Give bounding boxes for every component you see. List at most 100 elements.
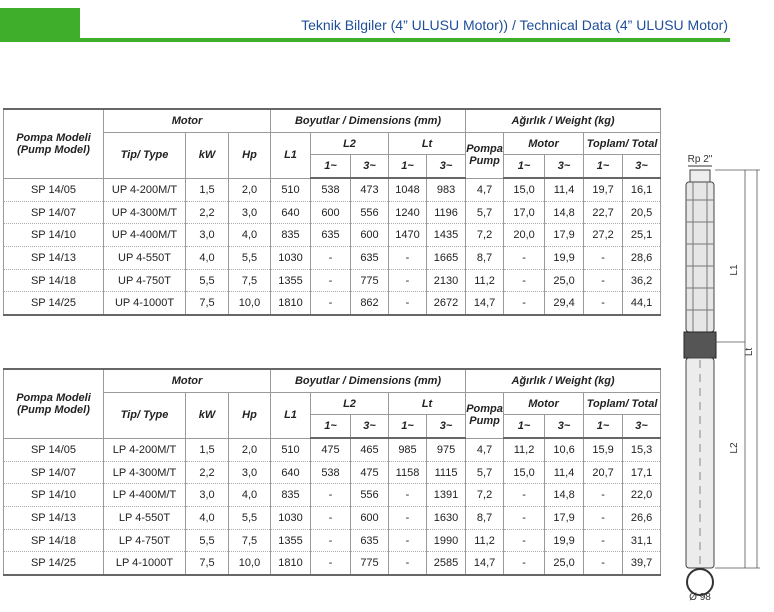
cell: 20,7 bbox=[583, 460, 624, 485]
cell: Motor bbox=[503, 132, 585, 155]
cell: L2 bbox=[310, 392, 389, 415]
cell: 1810 bbox=[270, 551, 311, 577]
cell: 556 bbox=[350, 200, 389, 225]
header-row: Pompa Modeli (Pump Model) Motor Boyutlar / … bbox=[3, 368, 662, 439]
lt-label: Lt bbox=[744, 348, 755, 357]
cell: 510 bbox=[270, 177, 311, 202]
cell: Motor bbox=[103, 368, 271, 393]
cell: 10,0 bbox=[228, 291, 271, 317]
cell: 19,9 bbox=[544, 246, 585, 270]
cell: 635 bbox=[350, 246, 389, 270]
cell: 16,1 bbox=[622, 177, 662, 202]
cell: SP 14/25 bbox=[3, 291, 104, 317]
page-title: Teknik Bilgiler (4” ULUSU Motor)) / Tech… bbox=[301, 17, 728, 33]
cell: - bbox=[388, 291, 427, 317]
data-row: SP 14/05 UP 4-200M/T 1,5 2,0 510 538 473 1048 98… bbox=[3, 177, 662, 202]
cell: 3~ bbox=[425, 154, 467, 179]
cell: LP 4-1000T bbox=[103, 551, 186, 577]
cell: 15,3 bbox=[622, 437, 662, 462]
cell: 1355 bbox=[270, 268, 311, 293]
cell: 775 bbox=[350, 551, 389, 577]
cell: 3,0 bbox=[185, 223, 229, 248]
cell: 7,2 bbox=[465, 483, 505, 508]
cell: 7,5 bbox=[228, 268, 271, 293]
data-row: SP 14/05 LP 4-200M/T 1,5 2,0 510 475 465 985 975… bbox=[3, 437, 662, 462]
cell: 475 bbox=[350, 460, 389, 485]
cell: - bbox=[388, 268, 427, 293]
cell: SP 14/25 bbox=[3, 551, 104, 577]
cell: - bbox=[310, 506, 351, 530]
cell: 17,1 bbox=[622, 460, 662, 485]
data-row: SP 14/18 LP 4-750T 5,5 7,5 1355-635-1990 11,2… bbox=[3, 528, 662, 553]
cell: Toplam/ Total bbox=[583, 132, 662, 155]
cell: 1435 bbox=[425, 223, 467, 248]
cell: 600 bbox=[350, 223, 389, 248]
cell: 4,7 bbox=[465, 437, 505, 462]
cell: Ağırlık / Weight (kg) bbox=[465, 368, 662, 393]
cell: 2,0 bbox=[228, 177, 271, 202]
data-row: SP 14/07 UP 4-300M/T 2,2 3,0 640 600 556 1240 11… bbox=[3, 200, 662, 225]
cell: 2,0 bbox=[228, 437, 271, 462]
cell: - bbox=[310, 528, 351, 553]
cell: 640 bbox=[270, 460, 311, 485]
cell: Boyutlar / Dimensions (mm) bbox=[269, 368, 467, 393]
cell: - bbox=[310, 246, 351, 270]
cell: Motor bbox=[103, 108, 271, 133]
cell: 1~ bbox=[310, 414, 351, 439]
cell: 1810 bbox=[270, 291, 311, 317]
header-line: (Pump Model) bbox=[17, 403, 90, 416]
cell: - bbox=[310, 483, 351, 508]
header-row: 1~ 3~ 1~ 3~ 1~ 3~ 1~ 3~ bbox=[4, 154, 662, 179]
cell: 600 bbox=[350, 506, 389, 530]
cell: 556 bbox=[350, 483, 389, 508]
cell: 1~ bbox=[388, 414, 427, 439]
cell: 26,6 bbox=[622, 506, 662, 530]
cell: 975 bbox=[425, 437, 467, 462]
cell: 5,5 bbox=[185, 528, 229, 553]
cell: kW bbox=[185, 392, 229, 439]
cell: 1~ bbox=[388, 154, 427, 179]
cell: Tip/ Type bbox=[103, 392, 186, 439]
cell: 11,2 bbox=[503, 437, 546, 462]
cell: 3~ bbox=[350, 414, 389, 439]
cell: 475 bbox=[310, 437, 351, 462]
cell: - bbox=[388, 528, 427, 553]
cell: LP 4-550T bbox=[103, 506, 186, 530]
cell: 11,2 bbox=[465, 268, 505, 293]
cell: 4,0 bbox=[228, 223, 271, 248]
header-cell: Pompa Pump bbox=[465, 132, 505, 179]
pump-intake bbox=[683, 331, 717, 359]
cell: 4,0 bbox=[185, 506, 229, 530]
cell: 44,1 bbox=[622, 291, 662, 317]
pump-ribs bbox=[686, 182, 714, 332]
data-row: SP 14/13 UP 4-550T 4,0 5,5 1030-635-1665 8,7-… bbox=[3, 246, 662, 270]
cell: 2,2 bbox=[185, 200, 229, 225]
cell: Tip/ Type bbox=[103, 132, 186, 179]
section-circle bbox=[686, 568, 714, 596]
cell: 25,1 bbox=[622, 223, 662, 248]
cell: - bbox=[583, 246, 624, 270]
cell: L1 bbox=[270, 392, 311, 439]
cell: 510 bbox=[270, 437, 311, 462]
cell: LP 4-300M/T bbox=[103, 460, 186, 485]
cell: Hp bbox=[228, 132, 271, 179]
cell: kW bbox=[185, 132, 229, 179]
cell: 775 bbox=[350, 268, 389, 293]
cell: 15,9 bbox=[583, 437, 624, 462]
spec-table: Pompa Modeli (Pump Model) Motor Boyutlar / … bbox=[3, 108, 662, 317]
cell: - bbox=[583, 483, 624, 508]
cell: 7,2 bbox=[465, 223, 505, 248]
cell: 31,1 bbox=[622, 528, 662, 553]
cell: 11,2 bbox=[465, 528, 505, 553]
cell: 1355 bbox=[270, 528, 311, 553]
cell: 473 bbox=[350, 177, 389, 202]
cell: 4,0 bbox=[228, 483, 271, 508]
cell: SP 14/07 bbox=[3, 460, 104, 485]
cell: 635 bbox=[310, 223, 351, 248]
header-line: Pump bbox=[469, 415, 500, 428]
cell: 8,7 bbox=[465, 246, 505, 270]
cell: LP 4-400M/T bbox=[103, 483, 186, 508]
cell: 22,7 bbox=[583, 200, 624, 225]
cell: 25,0 bbox=[544, 268, 585, 293]
cell: 3,0 bbox=[228, 200, 271, 225]
